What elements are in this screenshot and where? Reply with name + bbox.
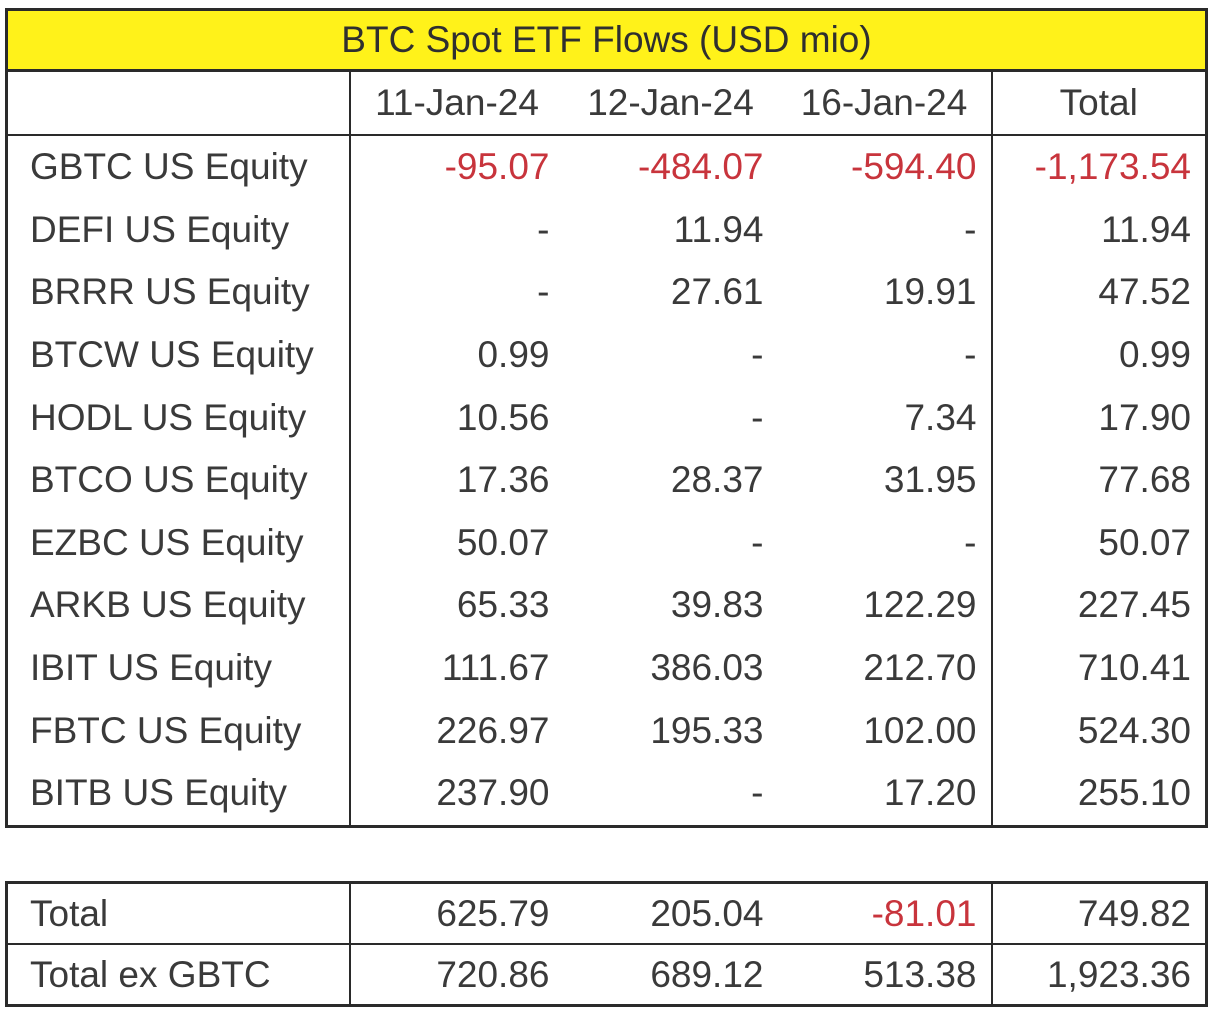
total-cell: 227.45	[991, 574, 1208, 637]
table-row: BTCO US Equity 17.36 28.37 31.95 77.68	[5, 448, 1208, 512]
flow-cell: 689.12	[563, 944, 778, 1007]
flow-cell: 386.03	[650, 647, 764, 689]
row-label: DEFI US Equity	[5, 198, 351, 262]
flow-cell: 28.37	[670, 459, 764, 501]
flow-cell: 17.36	[456, 459, 550, 501]
table-row: FBTC US Equity 226.97 195.33 102.00 524.30	[5, 699, 1208, 762]
total-cell: 11.94	[991, 198, 1208, 262]
flow-cell: 10.56	[456, 396, 550, 438]
table-row: IBIT US Equity 111.67 386.03 212.70 710.41	[5, 636, 1208, 700]
flow-cell: 17.20	[777, 761, 993, 828]
table-row: ARKB US Equity 65.33 39.83 122.29 227.45	[5, 574, 1208, 637]
row-label: BRRR US Equity	[5, 261, 351, 324]
row-label: HODL US Equity	[5, 386, 351, 449]
flow-cell: -81.01	[777, 881, 993, 945]
row-label: ARKB US Equity	[5, 574, 351, 637]
total-cell: 17.90	[991, 386, 1208, 449]
column-header-date: 11-Jan-24	[349, 69, 564, 136]
row-label: Total ex GBTC	[5, 944, 351, 1007]
flow-cell: -	[537, 271, 550, 313]
flow-cell: -95.07	[444, 146, 550, 188]
column-header-date: 12-Jan-24	[563, 69, 778, 136]
table-row: Total 625.79 205.04 -81.01 749.82	[5, 881, 1208, 945]
row-label: Total	[5, 881, 351, 945]
row-label: IBIT US Equity	[5, 636, 351, 700]
row-label: GBTC US Equity	[5, 135, 351, 199]
flow-cell: 7.34	[777, 386, 993, 449]
table-row: GBTC US Equity -95.07 -484.07 -594.40 -1,173…	[5, 135, 1208, 199]
table-row: BRRR US Equity - 27.61 19.91 47.52	[5, 261, 1208, 324]
flow-cell: 205.04	[563, 881, 778, 945]
flow-cell: -	[537, 208, 550, 250]
flow-cell: 11.94	[673, 208, 764, 250]
flow-cell: -594.40	[777, 135, 993, 199]
total-cell: 0.99	[991, 323, 1208, 387]
total-cell: 524.30	[991, 699, 1208, 762]
flow-cell: 212.70	[777, 636, 993, 700]
total-cell: 47.52	[991, 261, 1208, 324]
row-label: EZBC US Equity	[5, 511, 351, 575]
flow-cell: 226.97	[436, 709, 550, 751]
table-row: DEFI US Equity -11.94-11.94	[5, 198, 1208, 262]
flow-cell: -	[751, 396, 764, 438]
flow-cell: 237.90	[349, 761, 564, 828]
flow-cell: 50.07	[456, 521, 550, 563]
row-label: BTCO US Equity	[5, 448, 351, 512]
flow-cell: 720.86	[349, 944, 564, 1007]
total-cell: 50.07	[991, 511, 1208, 575]
flow-cell: 102.00	[777, 699, 993, 762]
etf-flows-table: BTC Spot ETF Flows (USD mio) 11-Jan-24 1…	[5, 8, 1208, 828]
flow-cell: -	[751, 334, 764, 376]
column-header-total: Total	[991, 69, 1208, 136]
flow-cell: 31.95	[777, 448, 993, 512]
table-row: Total ex GBTC 720.86 689.12 513.38 1,923.36	[5, 944, 1208, 1007]
total-cell: 710.41	[991, 636, 1208, 700]
row-label: BITB US Equity	[5, 761, 351, 828]
total-cell: 1,923.36	[991, 944, 1208, 1007]
flow-cell: 27.61	[670, 271, 764, 313]
summary-table: Total 625.79 205.04 -81.01 749.82 Total ex GB…	[5, 881, 1208, 1007]
total-cell: -1,173.54	[991, 135, 1208, 199]
total-cell: 77.68	[991, 448, 1208, 512]
total-cell: 255.10	[991, 761, 1208, 828]
flow-cell: 65.33	[456, 584, 550, 626]
header-row: 11-Jan-24 12-Jan-24 16-Jan-24 Total	[5, 69, 1208, 136]
flow-cell: 19.91	[777, 261, 993, 324]
flow-cell: -	[777, 198, 993, 262]
flow-cell: 111.67	[441, 647, 550, 689]
total-cell: 749.82	[991, 881, 1208, 945]
row-label: BTCW US Equity	[5, 323, 351, 387]
row-label: FBTC US Equity	[5, 699, 351, 762]
flow-cell: -484.07	[638, 146, 764, 188]
flow-cell: 195.33	[650, 709, 764, 751]
table-row: HODL US Equity 10.56 -7.34 17.90	[5, 386, 1208, 449]
flow-cell: 39.83	[670, 584, 764, 626]
flow-cell: 0.99	[477, 334, 550, 376]
table-row: BITB US Equity 237.90-17.20 255.10	[5, 761, 1208, 828]
table-title: BTC Spot ETF Flows (USD mio)	[5, 8, 1208, 72]
flow-cell: 625.79	[349, 881, 564, 945]
flow-cell: 513.38	[777, 944, 993, 1007]
table-row: BTCW US Equity 0.99- -0.99	[5, 323, 1208, 387]
flow-cell: -	[563, 761, 778, 828]
flow-cell: 122.29	[777, 574, 993, 637]
flow-cell: -	[777, 511, 993, 575]
column-header-name	[5, 69, 351, 136]
flow-cell: -	[777, 323, 993, 387]
column-header-date: 16-Jan-24	[777, 69, 993, 136]
table-row: EZBC US Equity 50.07- -50.07	[5, 511, 1208, 575]
flow-cell: -	[751, 521, 764, 563]
